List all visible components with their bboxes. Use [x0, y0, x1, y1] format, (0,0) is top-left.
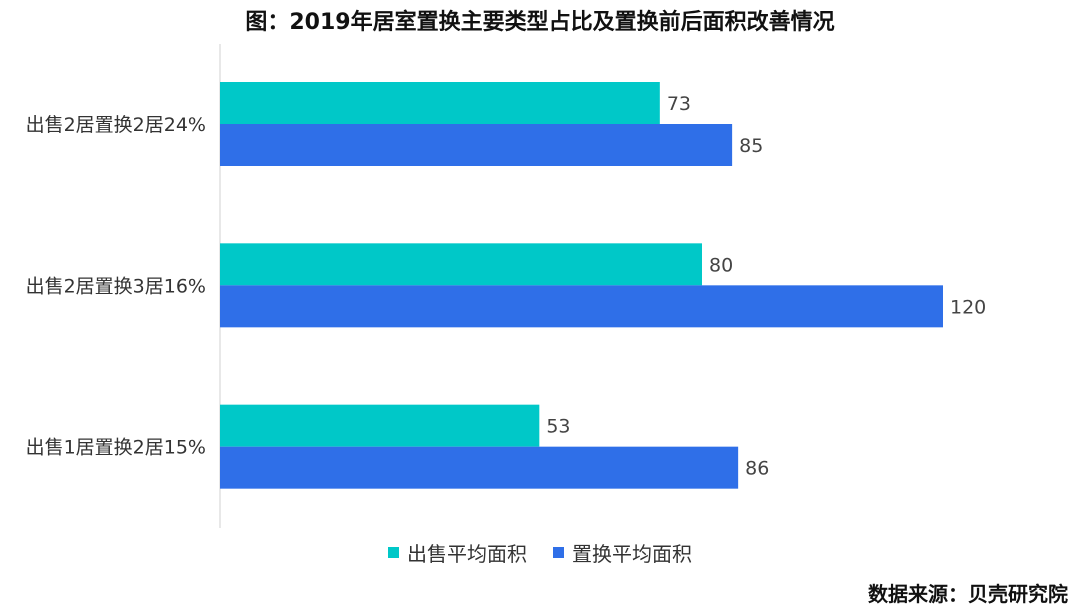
data-label: 86	[745, 458, 769, 480]
data-source: 数据来源：贝壳研究院	[868, 582, 1068, 606]
data-label: 80	[709, 254, 733, 276]
data-label: 73	[667, 93, 691, 115]
category-label: 出售2居置换2居24%	[26, 114, 206, 136]
bar-replace-area	[220, 124, 733, 166]
bar-sale-area	[220, 404, 540, 447]
legend-label-sale: 出售平均面积	[407, 542, 527, 566]
legend-item-replace: 置换平均面积	[553, 538, 692, 567]
legend-label-replace: 置换平均面积	[572, 542, 692, 566]
legend-item-sale: 出售平均面积	[388, 538, 527, 567]
bar-replace-area	[220, 285, 943, 328]
category-label: 出售1居置换2居15%	[26, 437, 206, 459]
data-label: 85	[739, 135, 763, 157]
legend: 出售平均面积 置换平均面积	[0, 538, 1080, 567]
category-label: 出售2居置换3居16%	[26, 275, 206, 297]
chart-title: 图：2019年居室置换主要类型占比及置换前后面积改善情况	[245, 10, 835, 35]
data-label: 120	[950, 296, 986, 318]
legend-swatch-sale	[388, 547, 399, 558]
data-label: 53	[546, 416, 570, 438]
bar-replace-area	[220, 446, 739, 489]
bar-sale-area	[220, 82, 660, 124]
legend-swatch-replace	[553, 547, 564, 558]
bar-sale-area	[220, 243, 702, 286]
